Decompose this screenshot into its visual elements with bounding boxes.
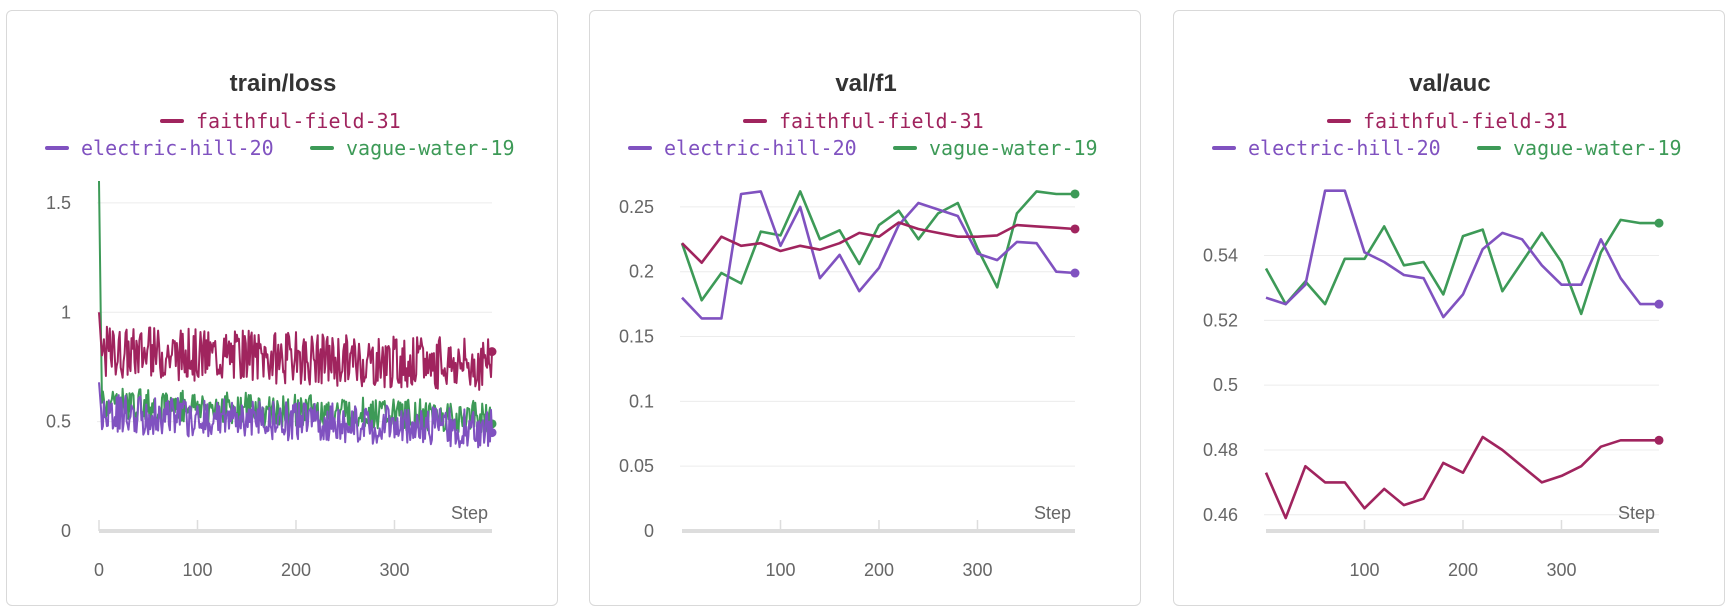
series-endpoint-electric-hill-20 (1070, 268, 1080, 278)
x-tick-label: 100 (765, 560, 795, 580)
x-tick-label: 300 (379, 560, 409, 580)
x-axis-label: Step (1618, 503, 1655, 523)
y-tick-label: 0.5 (1213, 375, 1238, 395)
chart-panel-train-loss[interactable]: train/loss faithful-field-31 electric-hill… (6, 10, 558, 606)
chart-title-val-auc: val/auc (1409, 70, 1490, 97)
series-line-vague-water-19 (98, 180, 493, 434)
legend-label-faithful-field-31: faithful-field-31 (196, 109, 401, 133)
chart-svg-val-f1: val/f1 faithful-field-31 electric-hill-20 v… (619, 70, 1098, 580)
series-endpoint-faithful-field-31 (1654, 435, 1664, 445)
y-tick-label: 1 (61, 302, 71, 322)
series-line-electric-hill-20 (1265, 189, 1659, 319)
chart-panel-val-f1[interactable]: val/f1 faithful-field-31 electric-hill-20 v… (589, 10, 1141, 606)
y-tick-label: 0.54 (1203, 246, 1238, 266)
y-tick-label: 0.52 (1203, 310, 1238, 330)
series-line-electric-hill-20 (681, 190, 1076, 320)
legend-label-faithful-field-31: faithful-field-31 (1363, 109, 1568, 133)
x-tick-label: 200 (864, 560, 894, 580)
y-tick-label: 0.46 (1203, 505, 1238, 525)
legend-label-vague-water-19: vague-water-19 (929, 136, 1098, 160)
y-tick-label: 0.25 (619, 197, 654, 217)
chart-title-train-loss: train/loss (230, 70, 337, 97)
y-tick-label: 0.48 (1203, 440, 1238, 460)
y-tick-label: 0.1 (629, 391, 654, 411)
legend-label-vague-water-19: vague-water-19 (346, 136, 515, 160)
x-tick-label: 200 (281, 560, 311, 580)
x-axis-label: Step (1034, 503, 1071, 523)
series-line-faithful-field-31 (98, 312, 493, 391)
legend-label-vague-water-19: vague-water-19 (1513, 136, 1682, 160)
chart-svg-train-loss: train/loss faithful-field-31 electric-hill… (45, 70, 515, 580)
y-tick-label: 0 (61, 521, 71, 541)
y-tick-label: 0.2 (629, 262, 654, 282)
series-line-vague-water-19 (680, 190, 1075, 302)
series-line-faithful-field-31 (681, 221, 1076, 264)
series-endpoint-faithful-field-31 (1070, 224, 1080, 234)
series-line-faithful-field-31 (1264, 435, 1659, 520)
legend-label-electric-hill-20: electric-hill-20 (664, 136, 857, 160)
x-axis-label: Step (451, 503, 488, 523)
series-line-electric-hill-20 (98, 382, 493, 449)
chart-panel-val-auc[interactable]: val/auc faithful-field-31 electric-hill-20… (1173, 10, 1725, 606)
series-endpoint-electric-hill-20 (1654, 299, 1664, 309)
series-endpoint-vague-water-19 (1654, 218, 1664, 228)
legend-label-electric-hill-20: electric-hill-20 (1248, 136, 1441, 160)
y-tick-label: 0.05 (619, 456, 654, 476)
y-tick-label: 0 (644, 521, 654, 541)
series-endpoint-faithful-field-31 (487, 347, 497, 357)
x-tick-label: 200 (1448, 560, 1478, 580)
x-tick-label: 100 (1349, 560, 1379, 580)
series-line-vague-water-19 (1264, 218, 1659, 316)
x-tick-label: 100 (182, 560, 212, 580)
legend-label-faithful-field-31: faithful-field-31 (779, 109, 984, 133)
chart-title-val-f1: val/f1 (835, 70, 896, 97)
series-endpoint-electric-hill-20 (487, 428, 497, 438)
x-tick-label: 300 (1546, 560, 1576, 580)
x-tick-label: 300 (962, 560, 992, 580)
x-tick-label: 0 (94, 560, 104, 580)
y-tick-label: 1.5 (46, 193, 71, 213)
series-endpoint-vague-water-19 (1070, 189, 1080, 199)
legend-label-electric-hill-20: electric-hill-20 (81, 136, 274, 160)
y-tick-label: 0.5 (46, 412, 71, 432)
y-tick-label: 0.15 (619, 327, 654, 347)
chart-svg-val-auc: val/auc faithful-field-31 electric-hill-20… (1203, 70, 1682, 580)
